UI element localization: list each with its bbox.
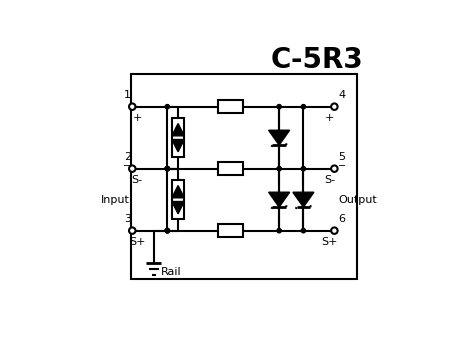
Polygon shape	[269, 130, 290, 145]
Text: Output: Output	[338, 195, 377, 205]
Text: Rail: Rail	[161, 267, 181, 277]
Text: 2: 2	[124, 152, 131, 162]
Circle shape	[301, 105, 306, 109]
Circle shape	[331, 166, 338, 172]
Text: Input: Input	[101, 195, 130, 205]
Text: S-: S-	[324, 175, 335, 184]
Bar	[219, 162, 243, 175]
Circle shape	[331, 104, 338, 110]
Text: −: −	[123, 161, 131, 171]
Polygon shape	[172, 186, 184, 198]
Circle shape	[165, 167, 170, 171]
Bar	[172, 118, 184, 157]
Bar	[219, 224, 243, 237]
Text: S-: S-	[131, 175, 143, 184]
Polygon shape	[172, 140, 184, 152]
Text: 3: 3	[124, 214, 131, 224]
Polygon shape	[269, 192, 290, 207]
Circle shape	[277, 229, 281, 233]
Text: C-5R3: C-5R3	[270, 46, 363, 74]
Text: 1: 1	[124, 90, 131, 100]
Circle shape	[165, 167, 170, 171]
Circle shape	[165, 167, 170, 171]
Text: S+: S+	[321, 237, 338, 247]
Text: 6: 6	[338, 214, 346, 224]
Circle shape	[331, 228, 338, 234]
Text: 4: 4	[338, 90, 346, 100]
Circle shape	[301, 229, 306, 233]
Circle shape	[165, 229, 170, 233]
Polygon shape	[172, 202, 184, 214]
Text: S+: S+	[129, 237, 145, 247]
Text: +: +	[132, 113, 142, 122]
Bar	[219, 100, 243, 113]
Polygon shape	[172, 124, 184, 136]
Circle shape	[165, 229, 170, 233]
Circle shape	[129, 166, 135, 172]
Bar	[131, 74, 357, 279]
Text: +: +	[325, 113, 334, 122]
Text: −: −	[338, 161, 346, 171]
Circle shape	[277, 105, 281, 109]
Bar	[172, 181, 184, 219]
Circle shape	[165, 229, 170, 233]
Circle shape	[277, 167, 281, 171]
Circle shape	[129, 104, 135, 110]
Circle shape	[129, 228, 135, 234]
Polygon shape	[293, 192, 314, 207]
Text: 5: 5	[338, 152, 346, 162]
Circle shape	[165, 105, 170, 109]
Circle shape	[301, 167, 306, 171]
